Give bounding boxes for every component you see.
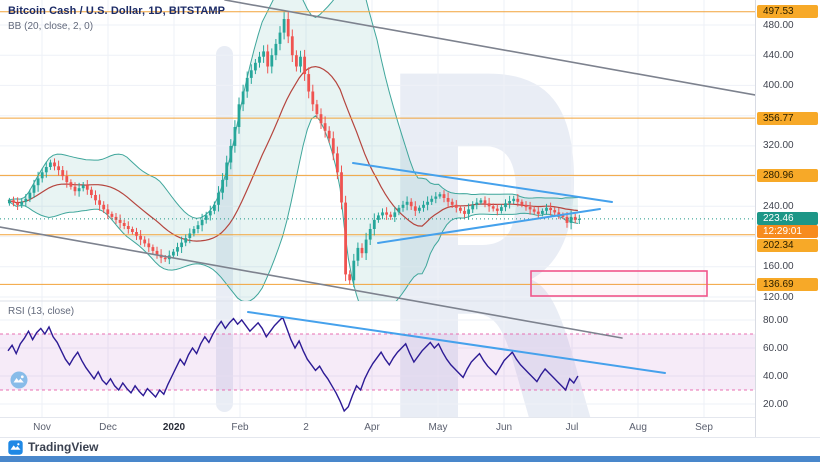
chart-canvas[interactable] <box>0 0 755 437</box>
bottom-strip <box>0 456 820 462</box>
tradingview-logo-icon <box>8 439 23 455</box>
level-price-label: 497.53 <box>757 5 818 19</box>
candlestick-series <box>8 12 581 288</box>
bb-fill <box>8 0 578 301</box>
level-price-label: 356.77 <box>757 111 818 125</box>
pink-rectangle-drawing <box>530 270 708 297</box>
time-axis-label: Sep <box>695 422 713 433</box>
gray-trendline <box>0 226 623 339</box>
symbol-title[interactable]: Bitcoin Cash / U.S. Dollar, 1D, BITSTAMP <box>8 5 226 17</box>
level-price-label: 136.69 <box>757 277 818 291</box>
rsi-tick-label: 60.00 <box>763 342 789 354</box>
blue-trendline <box>247 311 666 374</box>
bb-indicator-label[interactable]: BB (20, close, 2, 0) <box>8 21 94 32</box>
level-price-label: 202.34 <box>757 239 818 253</box>
rsi-pane <box>0 315 755 413</box>
blue-trendline <box>352 162 613 203</box>
price-tick-label: 120.00 <box>763 291 794 303</box>
rsi-indicator-label[interactable]: RSI (13, close) <box>8 306 75 317</box>
trendlines <box>0 0 755 374</box>
time-axis-label: Aug <box>629 422 647 433</box>
rsi-band <box>0 334 755 390</box>
price-tick-label: 480.00 <box>763 19 794 31</box>
price-tick-label: 400.00 <box>763 79 794 91</box>
price-tick-label: 440.00 <box>763 49 794 61</box>
bb-upper <box>7 0 578 219</box>
rsi-tick-label: 40.00 <box>763 370 789 382</box>
time-axis-label: Nov <box>33 422 51 433</box>
price-tick-label: 240.00 <box>763 200 794 212</box>
time-axis-label: May <box>428 422 448 433</box>
blue-trendline <box>377 208 601 244</box>
rsi-tick-label: 80.00 <box>763 314 789 326</box>
gridlines <box>0 0 755 417</box>
current-price-label: 223.46 <box>757 212 818 226</box>
bb-basis <box>7 65 578 242</box>
time-axis-label: 2020 <box>162 422 186 433</box>
tradingview-logo[interactable]: TradingView <box>8 439 99 455</box>
footer-bar: TradingView <box>0 437 820 456</box>
time-axis-label: Apr <box>364 422 380 433</box>
time-axis-label: Feb <box>231 422 249 433</box>
price-tick-label: 160.00 <box>763 261 794 273</box>
price-tick-label: 320.00 <box>763 140 794 152</box>
time-axis-label: 2 <box>303 422 309 433</box>
price-axis[interactable]: 480.00 440.00 400.00 320.00 240.00 160.00 120.… <box>755 0 820 437</box>
main-legend: Bitcoin Cash / U.S. Dollar, 1D, BITSTAMP… <box>8 5 225 32</box>
countdown-label: 12:29:01 <box>757 225 818 239</box>
bb-lower <box>7 115 579 301</box>
main-pane <box>0 0 755 301</box>
rsi-tick-label: 20.00 <box>763 398 789 410</box>
time-axis-label: Dec <box>99 422 117 433</box>
tv-watermark-logo[interactable] <box>10 371 28 394</box>
time-axis-label: Jul <box>565 422 579 433</box>
tv-watermark-icon <box>10 371 28 389</box>
level-price-label: 280.96 <box>757 168 818 182</box>
time-axis-label: Jun <box>495 422 513 433</box>
rsi-series <box>7 315 579 413</box>
time-axis[interactable]: Nov Dec 2020 Feb 2 Apr May Jun Jul Aug Sep <box>0 417 755 437</box>
tradingview-wordmark: TradingView <box>28 440 99 454</box>
gray-trendline <box>224 0 755 96</box>
